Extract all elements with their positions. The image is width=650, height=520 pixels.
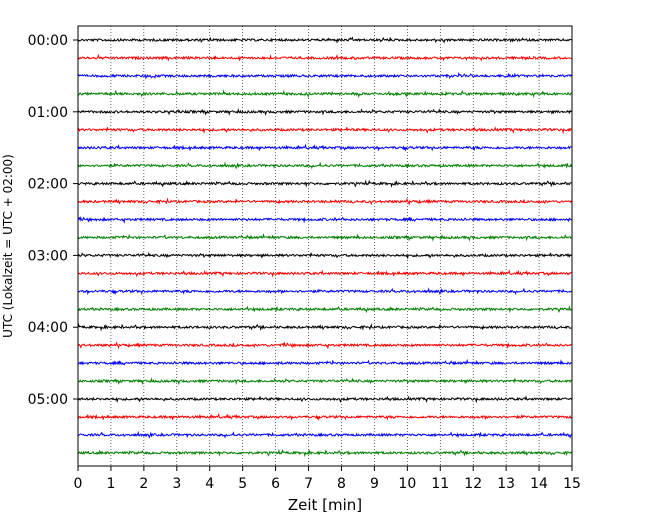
x-tick-label: 3: [172, 476, 181, 492]
plot-frame: [77, 25, 573, 467]
trace-row: [77, 197, 572, 206]
x-tick-label: 9: [370, 476, 379, 492]
y-tick-label: 03:00: [28, 248, 68, 264]
y-tick-label: 00:00: [28, 33, 68, 49]
x-tick-label: 5: [238, 476, 247, 492]
trace-row: [77, 323, 572, 332]
y-tick-label: 01:00: [28, 105, 68, 121]
trace-row: [77, 126, 572, 135]
x-tick-label: 14: [530, 476, 548, 492]
x-tick-label: 7: [304, 476, 313, 492]
trace-row: [77, 36, 572, 44]
seismic-traces: [77, 36, 572, 458]
trace-row: [77, 377, 572, 386]
trace-row: [77, 305, 572, 314]
x-tick-label: 2: [139, 476, 148, 492]
trace-row: [77, 269, 572, 278]
trace-row: [77, 430, 572, 439]
trace-row: [77, 233, 572, 242]
trace-row: [77, 395, 572, 404]
y-axis-ticks: 00:00 01:00 02:00 03:00 04:00 05:00: [28, 33, 78, 408]
trace-row: [77, 53, 572, 62]
x-tick-label: 8: [337, 476, 346, 492]
trace-row: [77, 287, 572, 296]
y-tick-label: 02:00: [28, 177, 68, 193]
trace-row: [77, 72, 572, 80]
x-tick-label: 12: [464, 476, 482, 492]
x-tick-label: 10: [398, 476, 416, 492]
y-tick-label: 05:00: [28, 392, 68, 408]
trace-row: [77, 448, 572, 458]
y-axis-label: UTC (Lokalzeit = UTC + 02:00): [1, 154, 15, 338]
trace-row: [77, 89, 572, 99]
x-tick-label: 15: [563, 476, 581, 492]
y-tick-label: 04:00: [28, 320, 68, 336]
x-tick-label: 0: [74, 476, 83, 492]
trace-row: [77, 215, 572, 224]
trace-row: [77, 251, 572, 260]
x-axis-label: Zeit [min]: [288, 496, 362, 514]
trace-row: [77, 107, 572, 116]
x-tick-label: 1: [106, 476, 115, 492]
trace-row: [77, 179, 572, 188]
trace-row: [77, 143, 572, 152]
trace-row: [77, 412, 572, 422]
x-axis-ticks: 0 1 2 3 4 5 6 7 8 9 10 11 12 13 14 15: [74, 466, 581, 492]
trace-row: [77, 358, 572, 366]
x-tick-label: 4: [205, 476, 214, 492]
trace-row: [77, 161, 572, 170]
x-tick-label: 6: [271, 476, 280, 492]
vertical-grid-lines: [110, 26, 540, 466]
x-tick-label: 13: [497, 476, 515, 492]
trace-row: [77, 341, 572, 350]
x-tick-label: 11: [431, 476, 449, 492]
